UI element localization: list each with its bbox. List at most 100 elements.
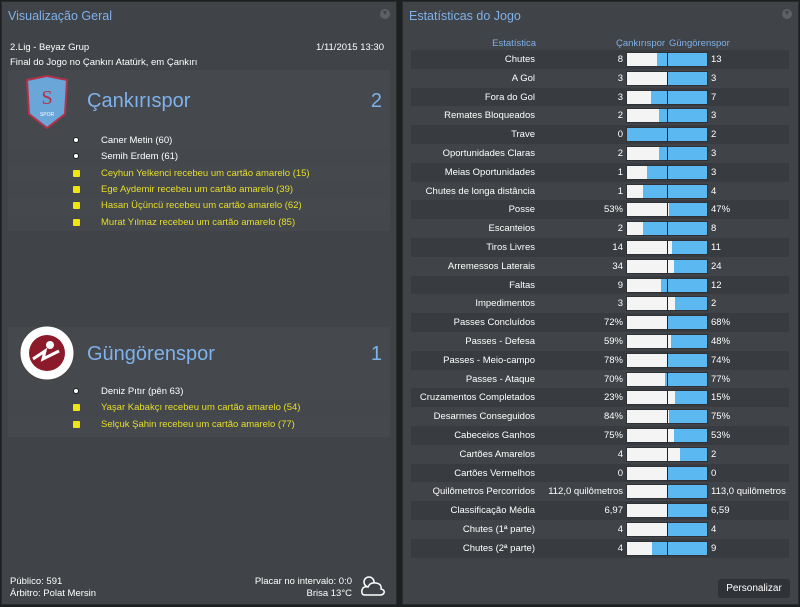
stat-row: Chutes 8 13 — [411, 50, 789, 69]
stat-bar-midline — [667, 429, 668, 442]
stat-home-value: 3 — [617, 72, 623, 84]
stat-bar-midline — [667, 222, 668, 236]
collapse-icon[interactable]: ▼ — [782, 9, 792, 19]
stat-home-fill — [627, 53, 658, 66]
stat-home-fill — [627, 203, 670, 217]
event-text: Ege Aydemir recebeu um cartão amarelo (3… — [101, 183, 294, 195]
stat-home-fill — [627, 466, 667, 480]
stat-home-value: 112,0 quilômetros — [548, 486, 623, 498]
stat-label: Cabeceios Ganhos — [454, 430, 535, 441]
stat-away-value: 4 — [711, 185, 717, 197]
stat-bar-midline — [667, 504, 668, 518]
stat-row: Oportunidades Claras 2 3 — [411, 144, 789, 163]
event-item: Ceyhun Yelkenci recebeu um cartão amarel… — [8, 166, 390, 182]
cloud-icon — [361, 576, 385, 596]
stat-bar-midline — [667, 391, 668, 405]
stat-away-value: 11 — [711, 242, 721, 253]
stat-home-value: 0 — [617, 467, 623, 479]
stat-home-value: 4 — [617, 448, 623, 460]
stat-label: Trave — [511, 129, 535, 141]
stat-comparison-bar — [626, 89, 708, 105]
stat-label: Passes - Defesa — [465, 336, 535, 347]
stat-row: Impedimentos 3 2 — [411, 294, 789, 313]
halftime-score: Placar no intervalo: 0:0 — [254, 576, 352, 587]
stat-home-fill — [627, 71, 667, 85]
event-item: Yaşar Kabakçı recebeu um cartão amarelo … — [8, 400, 390, 417]
stat-bar-midline — [667, 447, 668, 461]
stat-away-value: 53% — [711, 430, 731, 441]
stat-label: Classificação Média — [450, 505, 535, 517]
col-away-header: Güngörenspor — [669, 38, 730, 49]
stat-comparison-bar — [626, 146, 708, 161]
stat-home-fill — [627, 335, 672, 348]
stat-comparison-bar — [626, 503, 708, 519]
stat-label: Escanteios — [488, 223, 535, 235]
stat-row: Cartões Vermelhos 0 0 — [411, 463, 789, 483]
stat-home-value: 84% — [603, 411, 623, 423]
stat-row: Passes - Meio-campo 78% 74% — [411, 350, 789, 370]
event-item: Ege Aydemir recebeu um cartão amarelo (3… — [8, 181, 390, 198]
stat-home-fill — [627, 447, 681, 461]
stat-label: Chutes (1ª parte) — [462, 524, 535, 535]
stat-label: Cartões Amarelos — [459, 448, 535, 460]
stat-home-fill — [627, 297, 675, 311]
home-team-name[interactable]: Çankırıspor — [87, 90, 191, 112]
stat-away-value: 2 — [711, 129, 717, 141]
event-item: Caner Metin (60) — [8, 133, 390, 149]
stat-comparison-bar — [626, 183, 708, 199]
stat-away-value: 3 — [711, 110, 717, 122]
stat-away-value: 47% — [711, 204, 731, 216]
stat-row: Trave 0 2 — [411, 125, 789, 144]
event-text: Yaşar Kabakçı recebeu um cartão amarelo … — [101, 402, 301, 414]
stat-home-value: 1 — [617, 166, 623, 178]
event-item: Semih Erdem (61) — [8, 149, 390, 166]
stat-comparison-bar — [626, 371, 708, 387]
stat-bar-midline — [667, 335, 668, 348]
stat-label: Posse — [508, 204, 535, 216]
overview-title: Visualização Geral — [8, 9, 112, 23]
stat-home-value: 4 — [617, 542, 623, 554]
col-stat-header: Estatística — [492, 38, 536, 49]
stat-bar-midline — [667, 541, 668, 555]
stat-home-fill — [627, 541, 652, 555]
event-item: Murat Yılmaz recebeu um cartão amarelo (… — [8, 214, 390, 231]
stat-comparison-bar — [626, 465, 708, 481]
stat-away-value: 0 — [711, 467, 717, 479]
stat-home-value: 4 — [617, 524, 623, 535]
stat-label: Faltas — [509, 279, 535, 291]
stat-label: Chutes (2ª parte) — [462, 542, 535, 554]
goal-ball-icon — [73, 153, 79, 160]
stat-label: Oportunidades Claras — [442, 148, 535, 159]
svg-text:SPOR: SPOR — [40, 112, 55, 118]
stat-comparison-bar — [626, 428, 708, 443]
stat-comparison-bar — [626, 108, 708, 124]
stat-row: Chutes (2ª parte) 4 9 — [411, 538, 789, 558]
yellow-card-icon — [73, 420, 80, 428]
collapse-icon[interactable]: ▼ — [380, 9, 390, 19]
yellow-card-icon — [73, 185, 80, 193]
stat-comparison-bar — [626, 315, 708, 331]
away-score: 1 — [370, 343, 382, 365]
away-team-name[interactable]: Güngörenspor — [87, 343, 215, 365]
stat-home-value: 59% — [603, 336, 623, 347]
stat-away-value: 3 — [711, 166, 717, 178]
stat-away-value: 74% — [711, 354, 731, 366]
stat-away-value: 3 — [711, 72, 717, 84]
stat-row: Posse 53% 47% — [411, 200, 789, 220]
stat-row: Cabeceios Ganhos 75% 53% — [411, 426, 789, 445]
event-item: Selçuk Şahin recebeu um cartão amarelo (… — [8, 417, 390, 433]
stat-comparison-bar — [626, 484, 708, 500]
stat-bar-midline — [667, 372, 668, 386]
stat-bar-midline — [667, 241, 668, 254]
yellow-card-icon — [73, 202, 80, 210]
stat-row: Escanteios 2 8 — [411, 219, 789, 238]
stat-away-value: 7 — [711, 91, 717, 103]
yellow-card-icon — [73, 169, 80, 177]
stat-home-fill — [627, 222, 643, 236]
stat-home-fill — [627, 184, 643, 198]
stat-comparison-bar — [626, 127, 708, 143]
customize-button[interactable]: Personalizar — [718, 579, 790, 598]
stat-bar-midline — [667, 523, 668, 536]
stat-home-value: 75% — [603, 430, 623, 441]
stat-home-fill — [627, 504, 669, 518]
